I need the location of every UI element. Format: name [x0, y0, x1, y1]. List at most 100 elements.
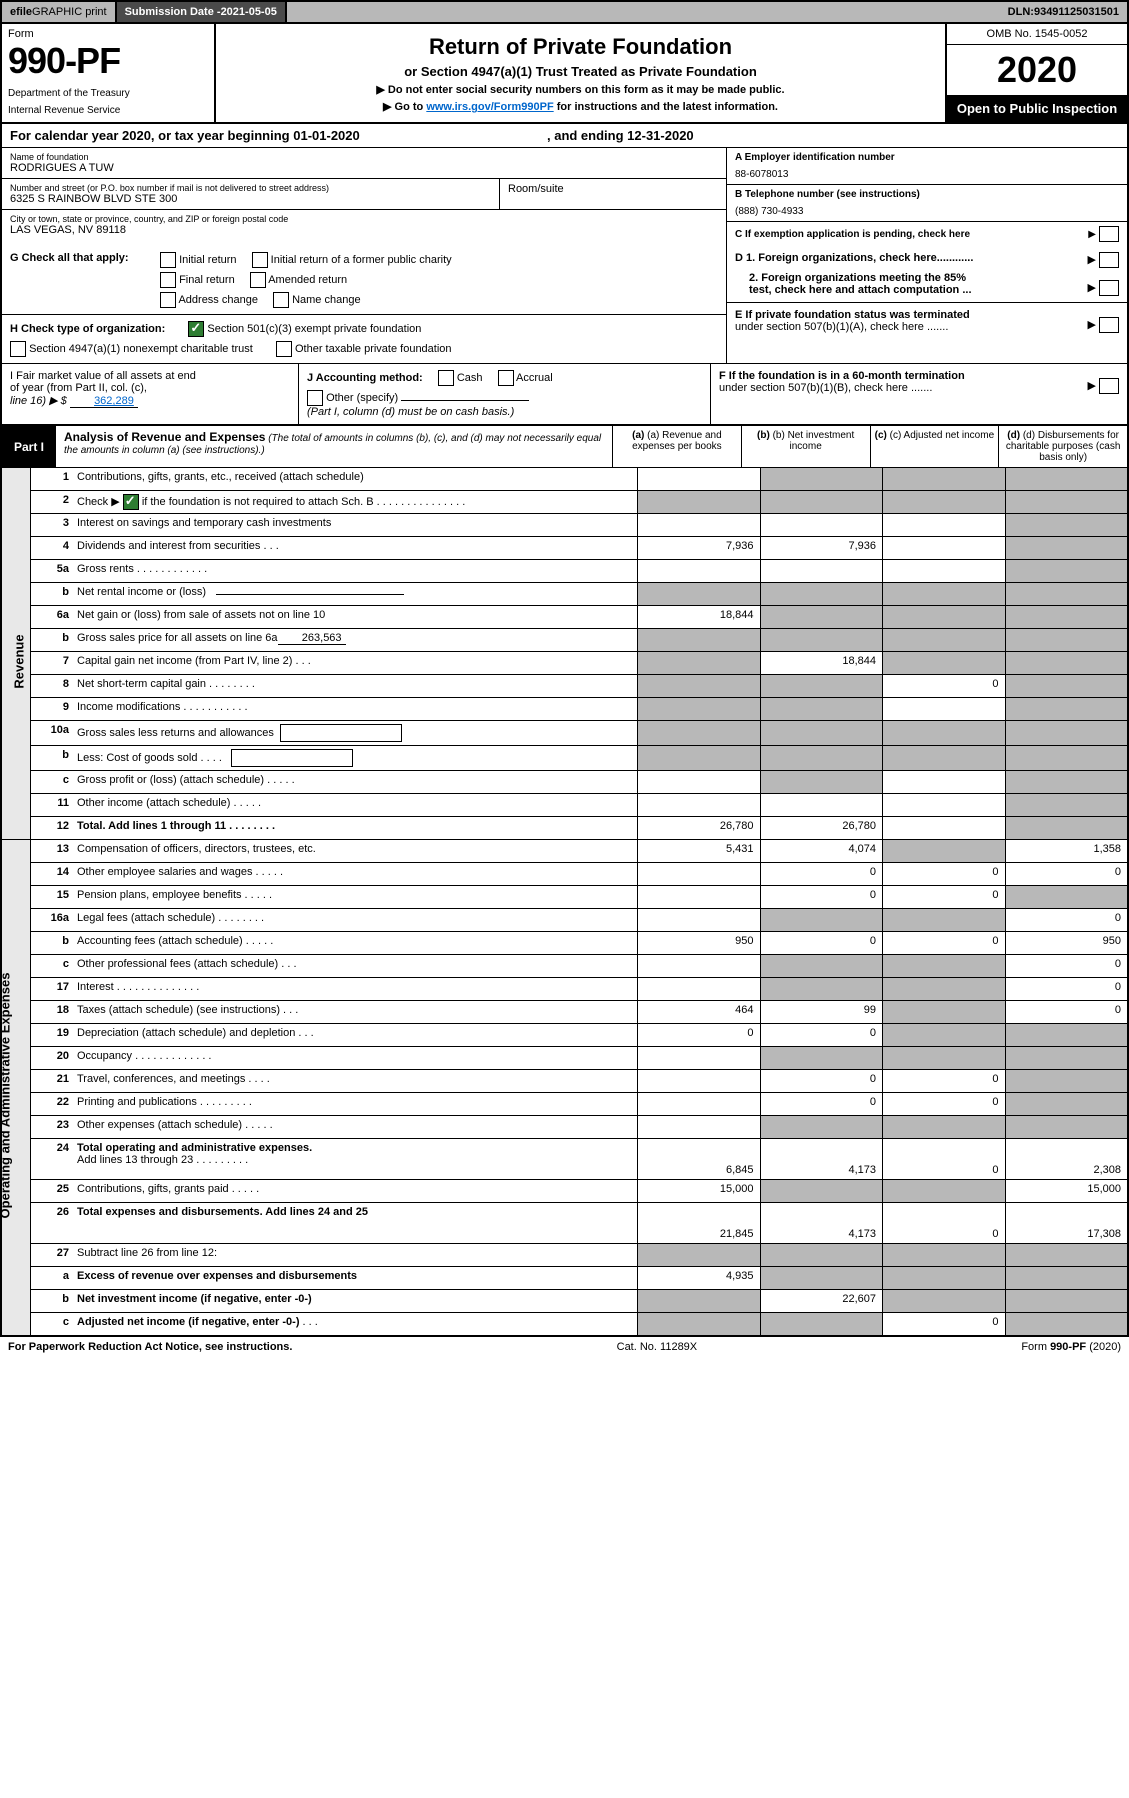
header-row: Form 990-PF Department of the Treasury I… — [0, 24, 1129, 124]
row-16a: 16aLegal fees (attach schedule) . . . . … — [31, 909, 1127, 932]
exemption-pending: C If exemption application is pending, c… — [727, 222, 1127, 246]
row-16b: bAccounting fees (attach schedule) . . .… — [31, 932, 1127, 955]
col-a-header: (a) (a) Revenue and expenses per books — [613, 426, 742, 467]
instruction-2: ▶ Go to www.irs.gov/Form990PF for instru… — [222, 100, 939, 113]
row-5a: 5aGross rents . . . . . . . . . . . . — [31, 560, 1127, 583]
box-i: I Fair market value of all assets at end… — [2, 364, 299, 424]
row-21: 21Travel, conferences, and meetings . . … — [31, 1070, 1127, 1093]
row-20: 20Occupancy . . . . . . . . . . . . . — [31, 1047, 1127, 1070]
chk-accrual[interactable] — [498, 370, 514, 386]
chk-amended-return[interactable] — [250, 272, 266, 288]
chk-f[interactable] — [1099, 378, 1119, 394]
form-title: Return of Private Foundation — [222, 34, 939, 60]
foundation-name-cell: Name of foundation RODRIGUES A TUW — [2, 148, 726, 179]
form-footer: Form 990-PF (2020) — [1021, 1341, 1121, 1353]
chk-final-return[interactable] — [160, 272, 176, 288]
fmv-link[interactable]: 362,289 — [70, 395, 138, 408]
row-12: 12Total. Add lines 1 through 11 . . . . … — [31, 817, 1127, 839]
irs-link[interactable]: www.irs.gov/Form990PF — [426, 101, 553, 113]
hij-row: I Fair market value of all assets at end… — [0, 363, 1129, 426]
chk-initial-return[interactable] — [160, 252, 176, 268]
revenue-section: Revenue 1Contributions, gifts, grants, e… — [0, 468, 1129, 840]
row-15: 15Pension plans, employee benefits . . .… — [31, 886, 1127, 909]
side-operating-expenses: Operating and Administrative Expenses — [2, 840, 31, 1335]
row-19: 19Depreciation (attach schedule) and dep… — [31, 1024, 1127, 1047]
chk-name-change[interactable] — [273, 292, 289, 308]
tax-year: 2020 — [947, 45, 1127, 95]
row-27c: cAdjusted net income (if negative, enter… — [31, 1313, 1127, 1335]
chk-cash[interactable] — [438, 370, 454, 386]
row-7: 7Capital gain net income (from Part IV, … — [31, 652, 1127, 675]
dln: DLN: 93491125031501 — [1000, 2, 1127, 22]
room-suite: Room/suite — [499, 179, 726, 209]
paperwork-notice: For Paperwork Reduction Act Notice, see … — [8, 1341, 292, 1353]
row-27b: bNet investment income (if negative, ent… — [31, 1290, 1127, 1313]
footer: For Paperwork Reduction Act Notice, see … — [0, 1337, 1129, 1357]
row-25: 25Contributions, gifts, grants paid . . … — [31, 1180, 1127, 1203]
chk-d1[interactable] — [1099, 252, 1119, 268]
phone-cell: B Telephone number (see instructions) (8… — [727, 185, 1127, 222]
row-5b: bNet rental income or (loss) — [31, 583, 1127, 606]
row-4: 4Dividends and interest from securities … — [31, 537, 1127, 560]
chk-sch-b[interactable] — [123, 494, 139, 510]
top-bar: efile GRAPHIC print Submission Date - 20… — [0, 0, 1129, 24]
col-c-header: (c) (c) Adjusted net income — [871, 426, 1000, 467]
h-row: H Check type of organization: Section 50… — [2, 315, 726, 363]
header-right: OMB No. 1545-0052 2020 Open to Public In… — [947, 24, 1127, 122]
submission-date: Submission Date - 2021-05-05 — [117, 2, 287, 22]
top-spacer — [287, 2, 1000, 22]
row-3: 3Interest on savings and temporary cash … — [31, 514, 1127, 537]
form-number: 990-PF — [8, 40, 208, 82]
row-14: 14Other employee salaries and wages . . … — [31, 863, 1127, 886]
col-d-header: (d) (d) Disbursements for charitable pur… — [999, 426, 1127, 467]
box-j: J Accounting method: Cash Accrual Other … — [299, 364, 711, 424]
instruction-1: ▶ Do not enter social security numbers o… — [222, 83, 939, 96]
header-center: Return of Private Foundation or Section … — [216, 24, 947, 122]
chk-4947a1[interactable] — [10, 341, 26, 357]
part1-header: Part I Analysis of Revenue and Expenses … — [0, 426, 1129, 468]
chk-d2[interactable] — [1099, 280, 1119, 296]
city-state-zip: LAS VEGAS, NV 89118 — [10, 224, 718, 236]
row-23: 23Other expenses (attach schedule) . . .… — [31, 1116, 1127, 1139]
chk-initial-former[interactable] — [252, 252, 268, 268]
ein-value: 88-6078013 — [735, 163, 1119, 180]
row-11: 11Other income (attach schedule) . . . .… — [31, 794, 1127, 817]
row-17: 17Interest . . . . . . . . . . . . . .0 — [31, 978, 1127, 1001]
dept-treasury: Department of the Treasury — [8, 88, 208, 99]
info-block: Name of foundation RODRIGUES A TUW Numbe… — [0, 148, 1129, 246]
row-6a: 6aNet gain or (loss) from sale of assets… — [31, 606, 1127, 629]
row-10b: bLess: Cost of goods sold . . . . — [31, 746, 1127, 771]
phone-value: (888) 730-4933 — [735, 200, 1119, 217]
cat-number: Cat. No. 11289X — [617, 1341, 698, 1353]
form-word: Form — [8, 28, 208, 40]
row-16c: cOther professional fees (attach schedul… — [31, 955, 1127, 978]
row-27: 27Subtract line 26 from line 12: — [31, 1244, 1127, 1267]
row-24: 24Total operating and administrative exp… — [31, 1139, 1127, 1180]
street-address: 6325 S RAINBOW BLVD STE 300 — [10, 193, 491, 205]
part1-badge: Part I — [2, 426, 56, 467]
chk-e[interactable] — [1099, 317, 1119, 333]
chk-501c3[interactable] — [188, 321, 204, 337]
g-row: G Check all that apply: Initial return I… — [2, 246, 726, 315]
row-1: 1Contributions, gifts, grants, etc., rec… — [31, 468, 1127, 491]
row-22: 22Printing and publications . . . . . . … — [31, 1093, 1127, 1116]
row-6b: bGross sales price for all assets on lin… — [31, 629, 1127, 652]
city-cell: City or town, state or province, country… — [2, 210, 726, 240]
chk-other-method[interactable] — [307, 390, 323, 406]
foundation-name: RODRIGUES A TUW — [10, 162, 718, 174]
chk-other-taxable[interactable] — [276, 341, 292, 357]
e-row: E If private foundation status was termi… — [727, 303, 1127, 339]
open-to-public: Open to Public Inspection — [947, 95, 1127, 122]
box-f: F If the foundation is in a 60-month ter… — [711, 364, 1127, 424]
side-revenue: Revenue — [2, 468, 31, 839]
row-9: 9Income modifications . . . . . . . . . … — [31, 698, 1127, 721]
d-row: D 1. Foreign organizations, check here..… — [727, 246, 1127, 303]
box-c-checkbox[interactable] — [1099, 226, 1119, 242]
header-left: Form 990-PF Department of the Treasury I… — [2, 24, 216, 122]
expenses-section: Operating and Administrative Expenses 13… — [0, 840, 1129, 1337]
address-row: Number and street (or P.O. box number if… — [2, 179, 726, 210]
form-subtitle: or Section 4947(a)(1) Trust Treated as P… — [222, 64, 939, 79]
row-18: 18Taxes (attach schedule) (see instructi… — [31, 1001, 1127, 1024]
chk-address-change[interactable] — [160, 292, 176, 308]
row-10a: 10aGross sales less returns and allowanc… — [31, 721, 1127, 746]
